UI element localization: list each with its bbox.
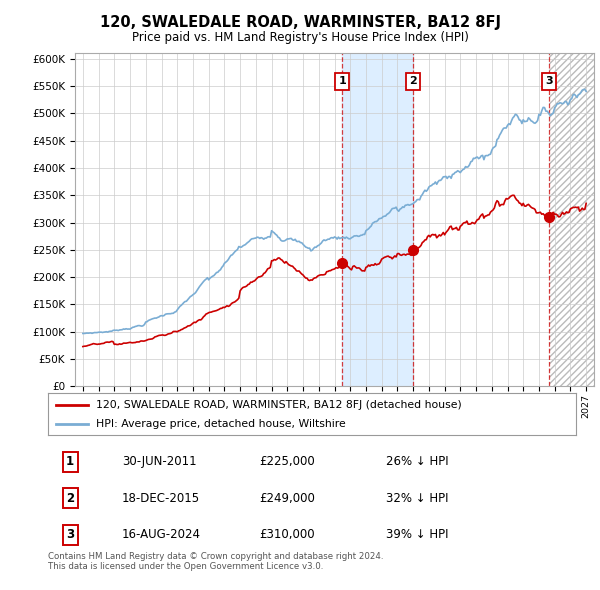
Text: £249,000: £249,000: [259, 491, 315, 504]
Text: £310,000: £310,000: [259, 528, 315, 541]
Text: 3: 3: [545, 77, 553, 86]
Text: 120, SWALEDALE ROAD, WARMINSTER, BA12 8FJ (detached house): 120, SWALEDALE ROAD, WARMINSTER, BA12 8F…: [95, 400, 461, 410]
Text: 26% ↓ HPI: 26% ↓ HPI: [386, 455, 449, 468]
Bar: [343, 53, 413, 386]
Text: 39% ↓ HPI: 39% ↓ HPI: [386, 528, 448, 541]
Text: 18-DEC-2015: 18-DEC-2015: [122, 491, 200, 504]
Text: 2: 2: [66, 491, 74, 504]
Text: 30-JUN-2011: 30-JUN-2011: [122, 455, 197, 468]
Text: 1: 1: [338, 77, 346, 86]
Text: 120, SWALEDALE ROAD, WARMINSTER, BA12 8FJ: 120, SWALEDALE ROAD, WARMINSTER, BA12 8F…: [100, 15, 500, 30]
Text: Price paid vs. HM Land Registry's House Price Index (HPI): Price paid vs. HM Land Registry's House …: [131, 31, 469, 44]
Text: 16-AUG-2024: 16-AUG-2024: [122, 528, 201, 541]
Text: HPI: Average price, detached house, Wiltshire: HPI: Average price, detached house, Wilt…: [95, 419, 345, 430]
Text: 1: 1: [66, 455, 74, 468]
Text: 2: 2: [409, 77, 416, 86]
Text: 3: 3: [66, 528, 74, 541]
Text: Contains HM Land Registry data © Crown copyright and database right 2024.
This d: Contains HM Land Registry data © Crown c…: [48, 552, 383, 571]
Text: £225,000: £225,000: [259, 455, 315, 468]
Text: 32% ↓ HPI: 32% ↓ HPI: [386, 491, 448, 504]
Bar: [549, 53, 594, 386]
